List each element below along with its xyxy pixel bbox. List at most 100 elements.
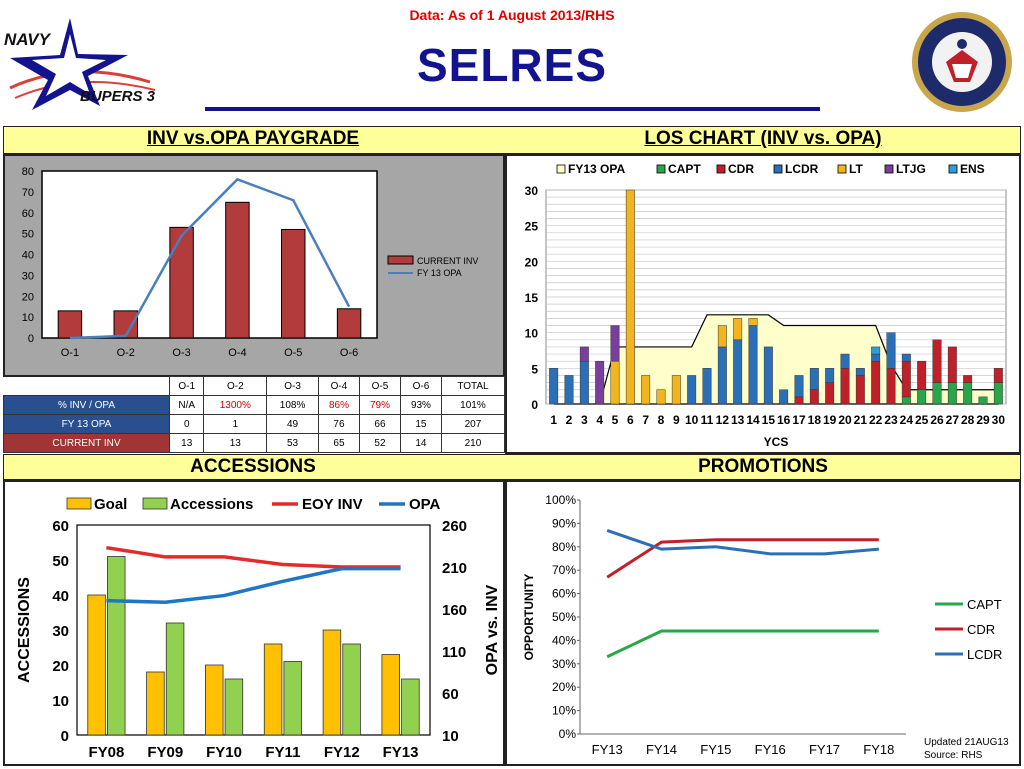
y-tick-label: 30	[525, 184, 539, 198]
table-cell: 76	[317, 414, 360, 434]
x-tick-label: O-3	[172, 347, 190, 359]
bar-segment	[748, 318, 758, 326]
legend-swatch	[656, 164, 666, 174]
bottom-section-band	[3, 454, 1021, 480]
legend-label: EOY INV	[302, 496, 363, 513]
y-tick-label: 30	[52, 623, 69, 640]
bar-segment	[656, 389, 666, 405]
x-tick-label: 4	[596, 413, 603, 427]
y-tick-label: 70	[22, 187, 34, 199]
x-tick-label: 14	[746, 413, 760, 427]
table-cell: 108%	[266, 395, 319, 415]
bar-segment	[579, 360, 589, 405]
y-axis-label: OPPORTUNITY	[522, 574, 536, 661]
promotions-chart-panel: 0% 10% 20% 30% 40% 50% 60% 70% 80% 90% 100% OPPORTU…	[505, 480, 1021, 766]
legend-label-inv: CURRENT INV	[417, 256, 478, 266]
accessions-bar	[107, 556, 126, 736]
source-note: Source: RHS	[924, 750, 983, 761]
paygrade-table: O-1 O-2 O-3 O-4 O-5 O-6 TOTAL % INV / OP…	[3, 376, 506, 453]
bar-segment	[871, 353, 881, 362]
bar-segment	[963, 382, 973, 405]
bar-segment	[901, 360, 911, 398]
goal-bar	[263, 643, 283, 736]
bar-segment	[993, 382, 1003, 405]
y-tick-label: 70%	[552, 563, 576, 577]
bar	[113, 310, 138, 339]
table-cell: 210	[440, 433, 506, 453]
bar-segment	[625, 189, 635, 405]
bar-segment	[825, 382, 835, 405]
series-line	[606, 538, 879, 579]
y-tick-label: 40	[52, 588, 69, 605]
bar-segment	[901, 396, 911, 405]
table-corner	[3, 376, 170, 396]
top-section-band	[3, 126, 1021, 154]
legend-label: LT	[849, 162, 863, 176]
x-tick-label: FY17	[809, 742, 840, 757]
bar-segment	[717, 325, 727, 348]
legend-label: LCDR	[967, 647, 1002, 662]
x-tick-label: 20	[838, 413, 852, 427]
bar	[57, 310, 83, 339]
x-tick-label: FY09	[147, 744, 183, 761]
paygrade-chart-panel: 0 10 20 30 40 50 60 70 80 O-1 O-2 O-3 O-4 O-5 O-6 CURRE…	[3, 154, 505, 377]
bar-segment	[901, 353, 911, 362]
y-tick-label: 80%	[552, 540, 576, 554]
legend-label: LTJG	[896, 162, 926, 176]
legend-swatch	[837, 164, 847, 174]
x-tick-label: 6	[627, 413, 634, 427]
table-cell: 86%	[317, 395, 360, 415]
goal-bar	[322, 629, 342, 736]
navy-logo-text: NAVY	[4, 30, 50, 49]
table-row: CURRENT INV 13 13 53 65 52 14 210	[3, 433, 506, 453]
legend-label: ENS	[960, 162, 985, 176]
plot-area	[41, 170, 378, 339]
table-header-cell: O-4	[317, 376, 360, 396]
legend-swatch	[142, 497, 168, 510]
bar-segment	[855, 368, 865, 376]
table-cell: 49	[266, 414, 319, 434]
table-cell: 0	[168, 414, 205, 434]
x-tick-label: FY18	[863, 742, 894, 757]
x-tick-label: 28	[961, 413, 975, 427]
legend-swatch	[66, 497, 92, 510]
y-tick-label: 90%	[552, 516, 576, 530]
bar-segment	[763, 346, 773, 405]
plot-area	[76, 524, 431, 736]
accessions-bar	[342, 643, 361, 736]
y-tick-label: 20	[525, 255, 539, 269]
bar-segment	[917, 360, 927, 390]
y2-tick-label: 210	[442, 560, 467, 577]
table-cell: 66	[358, 414, 401, 434]
table-cell: 13	[168, 433, 205, 453]
y-tick-label: 60%	[552, 587, 576, 601]
bar-segment	[779, 389, 789, 405]
x-tick-label: 24	[900, 413, 914, 427]
x-tick-label: FY13	[592, 742, 623, 757]
table-header-cell: O-2	[203, 376, 268, 396]
bar-segment	[687, 375, 697, 405]
los-section-title: LOS CHART (INV vs. OPA)	[644, 128, 882, 149]
legend-label: Goal	[94, 496, 127, 513]
y-tick-label: 50	[52, 553, 69, 570]
bar-segment	[871, 360, 881, 405]
x-tick-label: FY16	[755, 742, 786, 757]
table-header-cell: O-6	[399, 376, 442, 396]
opa-line	[69, 177, 351, 340]
bar-segment	[610, 325, 620, 362]
y-tick-label: 80	[22, 166, 34, 178]
bar-segment	[733, 339, 743, 405]
table-cell: 207	[440, 414, 506, 434]
legend-swatch	[884, 164, 894, 174]
x-tick-label: 17	[792, 413, 806, 427]
y-tick-label: 10%	[552, 704, 576, 718]
navy-star-logo	[9, 18, 156, 110]
table-cell: 15	[399, 414, 442, 434]
table-cell: 53	[266, 433, 319, 453]
accessions-chart-panel: 0 10 20 30 40 50 60 10 60 110 160 210 260 ACCESSIONS O…	[3, 480, 505, 766]
y-tick-label: 20	[22, 291, 34, 303]
table-cell: 1300%	[203, 395, 268, 415]
table-header-cell: O-5	[358, 376, 401, 396]
y-tick-label: 30	[22, 270, 34, 282]
